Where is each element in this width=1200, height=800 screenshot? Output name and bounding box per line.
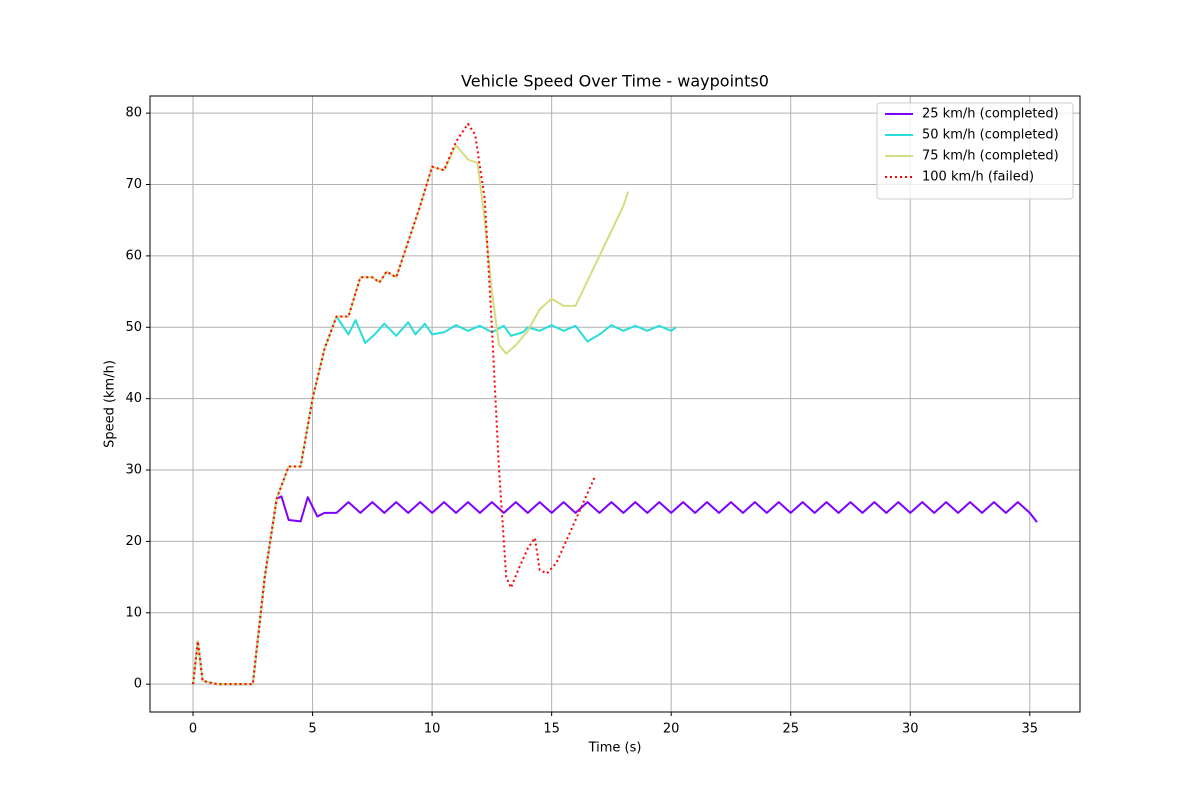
x-tick-label: 0	[189, 722, 197, 737]
x-tick-label: 20	[663, 722, 680, 737]
legend-label: 50 km/h (completed)	[922, 128, 1059, 143]
series-line	[192, 495, 1038, 686]
legend-label: 25 km/h (completed)	[922, 107, 1059, 122]
legend-box	[876, 102, 1074, 200]
y-tick-label: 30	[125, 463, 142, 478]
legend-label: 75 km/h (completed)	[922, 149, 1059, 164]
x-tick-label: 5	[308, 722, 316, 737]
x-tick-label: 30	[902, 722, 919, 737]
x-tick-label: 35	[1022, 722, 1039, 737]
x-axis-label: Time (s)	[588, 741, 642, 756]
legend-label: 100 km/h (failed)	[922, 170, 1034, 185]
y-tick-label: 20	[125, 534, 142, 549]
y-tick-label: 10	[125, 605, 142, 620]
y-tick-label: 60	[125, 248, 142, 263]
y-tick-label: 50	[125, 320, 142, 335]
plot-frame	[149, 95, 1081, 713]
x-tick-label: 25	[782, 722, 799, 737]
y-axis-label: Speed (km/h)	[103, 360, 118, 448]
y-tick-label: 0	[134, 677, 142, 692]
y-tick-label: 40	[125, 391, 142, 406]
series-line	[192, 122, 596, 686]
chart-title: Vehicle Speed Over Time - waypoints0	[461, 72, 769, 91]
x-tick-label: 15	[543, 722, 560, 737]
x-tick-label: 10	[424, 722, 441, 737]
y-tick-label: 70	[125, 177, 142, 192]
y-tick-label: 80	[125, 106, 142, 121]
